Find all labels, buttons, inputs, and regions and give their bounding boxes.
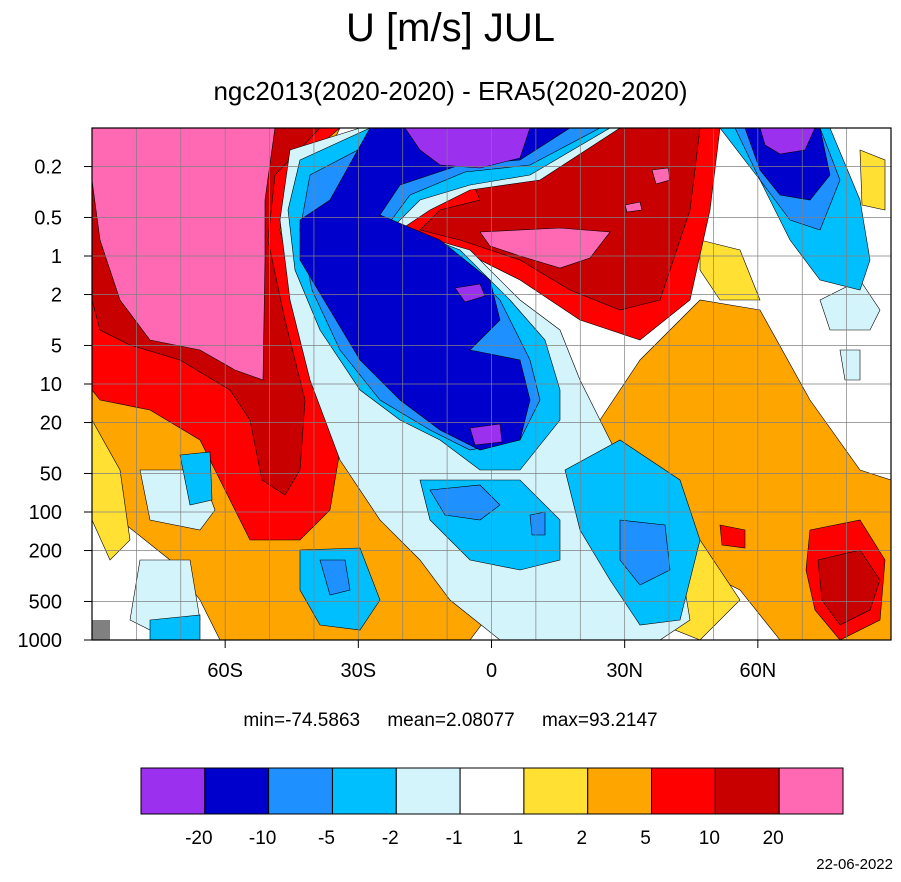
contour-pink-sh: [92, 128, 276, 381]
colorbar: -20 -10 -5 -2 -1 1 2 5 10 20: [140, 767, 844, 849]
colorbar-box: [331, 767, 397, 815]
missing-data: [92, 620, 110, 640]
y-tick-label: 5: [51, 335, 62, 357]
colorbar-label: 5: [640, 828, 651, 849]
colorbar-label: 2: [576, 828, 587, 849]
colorbar-label: -10: [249, 828, 276, 849]
colorbar-label: 1: [513, 828, 524, 849]
y-tick-label: 1000: [18, 630, 63, 652]
y-tick-label: 100: [29, 502, 62, 524]
x-tick-label: 30S: [341, 660, 377, 682]
colorbar-box: [651, 767, 716, 815]
stat-max: max=93.2147: [541, 710, 658, 731]
colorbar-label: -1: [446, 828, 463, 849]
colorbar-box: [395, 767, 461, 815]
contour-pink-nh: [479, 167, 671, 269]
colorbar-label: 10: [699, 828, 720, 849]
date-stamp: 22-06-2022: [816, 856, 893, 873]
y-tick-label: 500: [29, 591, 62, 613]
colorbar-label: -20: [185, 828, 212, 849]
colorbar-box: [523, 767, 589, 815]
x-ticks: 60S 30S 0 30N 60N: [207, 640, 776, 682]
stats-line: min=-74.5863 mean=2.08077 max=93.2147: [0, 710, 901, 732]
y-tick-label: 200: [29, 541, 62, 563]
stat-min: min=-74.5863: [243, 710, 361, 731]
colorbar-box: [714, 767, 780, 815]
x-tick-label: 30N: [606, 660, 643, 682]
x-tick-label: 60N: [739, 660, 776, 682]
x-tick-label: 60S: [207, 660, 243, 682]
y-tick-label: 20: [40, 413, 62, 435]
y-ticks: 0.2 0.5 1 2 5 10 20 50 100 200 500 1000: [18, 157, 92, 652]
y-tick-label: 10: [40, 374, 62, 396]
colorbar-label: -5: [318, 828, 335, 849]
y-tick-label: 50: [40, 463, 62, 485]
colorbar-box: [459, 767, 525, 815]
chart-title: U [m/s] JUL: [346, 6, 555, 50]
y-tick-label: 1: [51, 246, 62, 268]
colorbar-box: [204, 767, 270, 815]
x-tick-label: 0: [486, 660, 497, 682]
colorbar-box: [268, 767, 333, 815]
colorbar-label: 20: [763, 828, 784, 849]
contour-yellow-edge: [92, 149, 886, 640]
contour-purple-top: [404, 128, 816, 446]
chart-subtitle: ngc2013(2020-2020) - ERA5(2020-2020): [213, 76, 688, 106]
y-tick-label: 0.2: [34, 157, 62, 179]
y-tick-label: 0.5: [34, 207, 62, 229]
colorbar-label: -2: [382, 828, 399, 849]
colorbar-box: [140, 767, 206, 815]
colorbar-box: [778, 767, 844, 815]
y-tick-label: 2: [51, 285, 62, 307]
colorbar-box: [587, 767, 653, 815]
stat-mean: mean=2.08077: [387, 710, 515, 731]
